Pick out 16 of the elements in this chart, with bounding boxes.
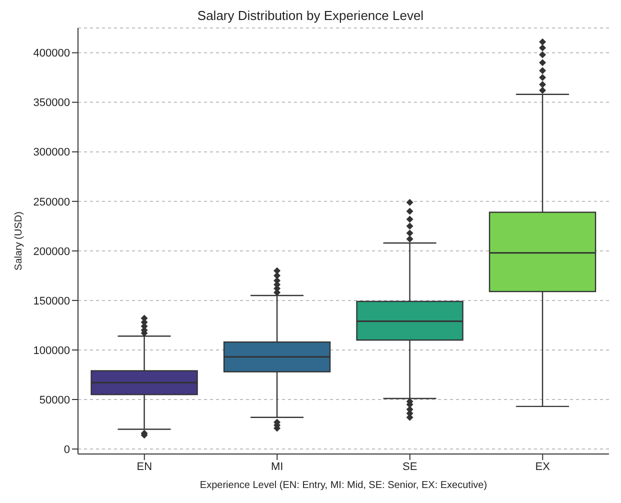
chart-title: Salary Distribution by Experience Level bbox=[196, 8, 425, 24]
y-tick-label: 50000 bbox=[39, 394, 70, 406]
y-tick-label: 350000 bbox=[33, 97, 70, 110]
y-tick-label: 200000 bbox=[33, 246, 70, 258]
y-tick-label: 300000 bbox=[33, 146, 70, 159]
x-axis-title: Experience Level (EN: Entry, MI: Mid, SE: Senior, EX: Executive) bbox=[200, 480, 488, 491]
x-tick-label: SE bbox=[402, 460, 418, 473]
y-tick-label: 0 bbox=[64, 444, 70, 456]
x-tick-label: MI bbox=[271, 460, 284, 473]
x-tick-label: EN bbox=[136, 460, 152, 473]
y-tick-label: 100000 bbox=[33, 344, 70, 357]
y-axis-title: Salary (USD) bbox=[14, 212, 25, 270]
y-tick-label: 250000 bbox=[33, 196, 70, 208]
x-tick-label: EX bbox=[535, 460, 551, 473]
y-tick-label: 400000 bbox=[33, 48, 70, 60]
y-tick-label: 150000 bbox=[33, 295, 70, 308]
